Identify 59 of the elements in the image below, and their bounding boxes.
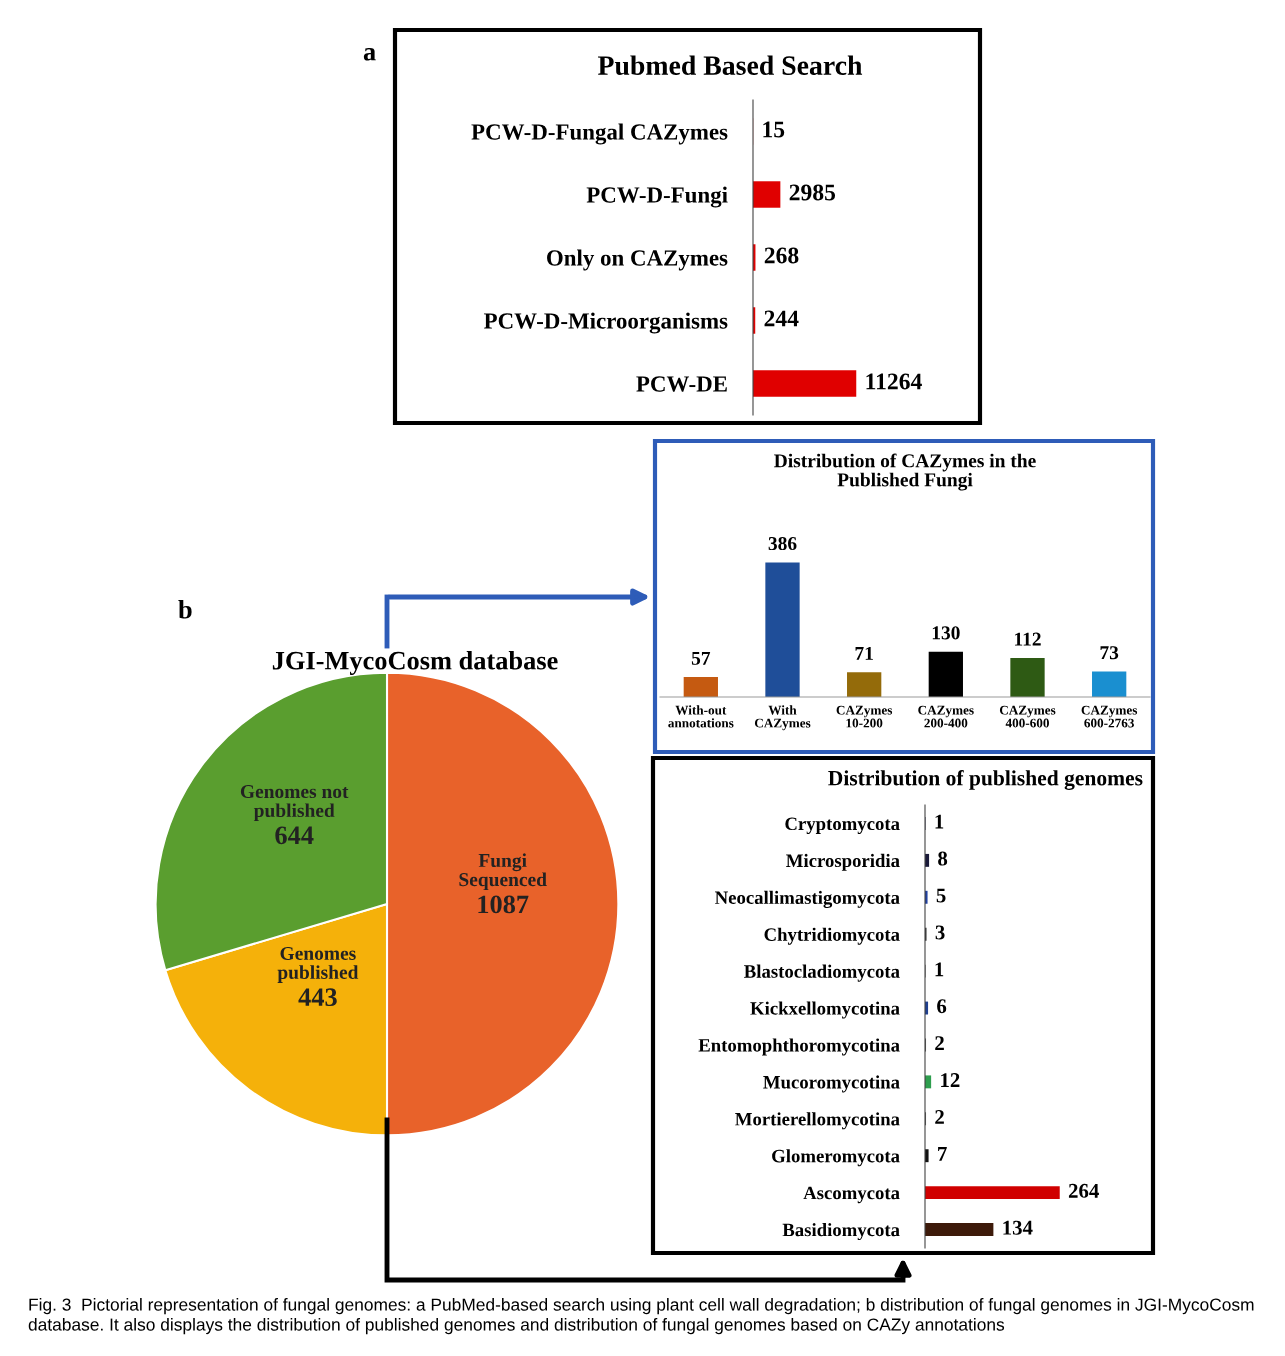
data-label: 11264 xyxy=(866,373,922,390)
data-label: 12 xyxy=(941,1073,960,1087)
y-tick-label: Mortierellomycotina xyxy=(735,1112,900,1130)
data-label: 73 xyxy=(1100,646,1119,660)
data-label: 134 xyxy=(1003,1220,1033,1235)
y-tick-label: Kickxellomycotina xyxy=(750,1001,900,1019)
data-label: 1 xyxy=(935,962,944,977)
data-label: 130 xyxy=(932,626,960,640)
y-tick-label: Cryptomycota xyxy=(785,817,900,834)
y-tick-label: Ascomycota xyxy=(803,1186,900,1204)
data-label: 2 xyxy=(935,1036,944,1050)
data-label: 264 xyxy=(1068,1183,1099,1198)
data-label: 7 xyxy=(938,1147,947,1161)
x-tick-label: With CAZymes xyxy=(754,705,811,731)
data-label: 1087 xyxy=(478,895,529,914)
x-tick-label: CAZymes 400-600 xyxy=(999,705,1056,728)
x-tick-label: With-out annotations xyxy=(668,705,734,728)
y-tick-label: Mucoromycotina xyxy=(763,1075,900,1093)
x-tick-label: CAZymes 10-200 xyxy=(836,705,893,728)
data-label: 644 xyxy=(275,826,314,845)
data-label: 5 xyxy=(936,888,946,903)
slice-label: Fungi Sequenced xyxy=(459,853,547,891)
text: a xyxy=(363,47,376,61)
slice-label: Genomes published xyxy=(277,946,359,983)
caption: Fig. 3 Pictorial representation of fungal genomes: a PubMed-based search using plant cell wall degradation; b distribution of fungal genomes in JGI-MycoCosm database. It also displays the distribution of published genomes and distribution of fungal genomes based on CAZy annotations xyxy=(28,1298,1254,1335)
y-tick-label: Entomophthoromycotina xyxy=(698,1038,900,1056)
slice-label: Genomes not published xyxy=(240,785,349,822)
y-tick-label: PCW-D-Fungi xyxy=(586,186,728,208)
data-label: 2985 xyxy=(789,184,836,201)
data-label: 15 xyxy=(763,121,785,138)
chart-title: Pubmed Based Search xyxy=(597,55,863,76)
y-tick-label: Basidiomycota xyxy=(782,1223,900,1241)
data-label: 8 xyxy=(938,851,948,866)
data-label: 6 xyxy=(937,999,947,1014)
chart-title: JGI-MycoCosm database xyxy=(272,651,558,675)
data-label: 57 xyxy=(691,651,711,665)
chart-title: Distribution of published genomes xyxy=(828,770,1143,790)
y-tick-label: Neocallimastigomycota xyxy=(714,890,900,908)
data-label: 2 xyxy=(935,1110,944,1124)
data-label: 71 xyxy=(855,646,873,660)
data-label: 1 xyxy=(935,814,944,829)
data-label: 443 xyxy=(298,988,337,1007)
x-tick-label: CAZymes 200-400 xyxy=(918,705,974,728)
y-tick-label: Glomeromycota xyxy=(772,1149,900,1167)
data-label: 386 xyxy=(768,536,797,551)
y-tick-label: Blastocladiomycota xyxy=(744,964,900,982)
y-tick-label: Chytridiomycota xyxy=(764,927,900,945)
data-label: 244 xyxy=(764,310,799,327)
chart-title: Distribution of CAZymes in the Published Fungi xyxy=(774,453,1036,491)
y-tick-label: PCW-D-Microorganisms xyxy=(483,312,728,334)
data-label: 112 xyxy=(1015,632,1041,646)
x-tick-label: CAZymes 600-2763 xyxy=(1081,705,1138,728)
data-label: 268 xyxy=(764,247,799,264)
y-tick-label: PCW-DE xyxy=(636,376,727,392)
y-tick-label: Microsporidia xyxy=(786,853,900,871)
data-label: 3 xyxy=(935,925,945,940)
y-tick-label: Only on CAZymes xyxy=(547,249,728,271)
y-tick-label: PCW-D-Fungal CAZymes xyxy=(471,123,728,145)
text: b xyxy=(178,600,192,619)
